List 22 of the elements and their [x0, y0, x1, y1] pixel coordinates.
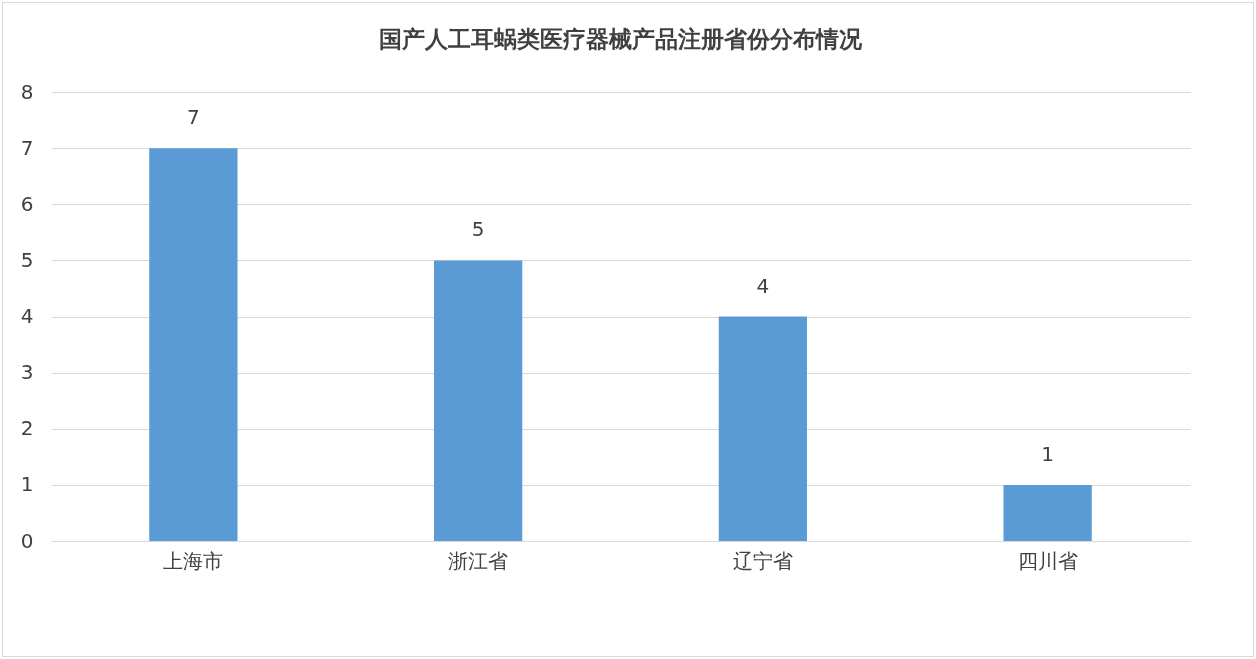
x-tick-label: 辽宁省 — [732, 548, 793, 573]
data-label: 4 — [756, 273, 770, 298]
bar — [149, 148, 238, 541]
data-label: 5 — [471, 217, 485, 242]
chart-title: 国产人工耳蜗类医疗器械产品注册省份分布情况 — [379, 26, 863, 52]
y-tick-label: 8 — [20, 79, 34, 104]
y-tick-label: 3 — [20, 360, 34, 385]
y-tick-label: 2 — [20, 416, 34, 441]
bar — [433, 260, 523, 541]
y-tick-label: 5 — [20, 247, 34, 272]
data-label: 1 — [1041, 441, 1054, 466]
bar — [718, 316, 808, 541]
y-tick-label: 7 — [20, 135, 34, 160]
y-tick-label: 6 — [20, 191, 34, 216]
x-tick-label: 四川省 — [1017, 548, 1078, 573]
y-tick-label: 4 — [20, 304, 34, 328]
y-tick-label: 1 — [20, 472, 34, 497]
bar — [1003, 484, 1092, 541]
x-tick-label: 上海市 — [163, 548, 224, 573]
y-tick-label: 0 — [20, 528, 34, 553]
data-label: 7 — [187, 105, 200, 130]
x-tick-label: 浙江省 — [448, 548, 509, 573]
